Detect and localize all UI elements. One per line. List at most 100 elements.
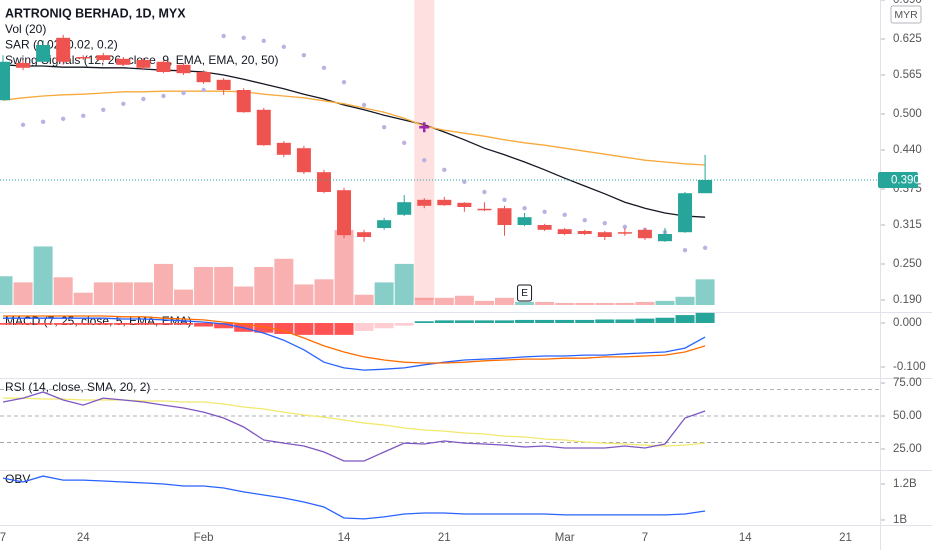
- currency[interactable]: MYR: [894, 9, 918, 21]
- sar-dot: [201, 87, 206, 93]
- x-tick-label: 14: [338, 532, 351, 544]
- moving-average: [2, 64, 706, 218]
- y-tick-label: 0.000: [893, 317, 922, 329]
- event-box: [517, 284, 533, 302]
- signal-highlight: [414, 0, 435, 300]
- candle-body: [176, 64, 191, 74]
- volume-bar: [314, 279, 334, 305]
- currency-box[interactable]: [890, 5, 922, 24]
- y-tick-label: 0.565: [893, 69, 922, 81]
- candle-body: [316, 172, 331, 192]
- volume-bar: [434, 297, 454, 305]
- sar-dot: [40, 119, 46, 125]
- sar-dot: [121, 101, 126, 107]
- y-tick-label: 0.250: [893, 258, 922, 270]
- y-tick-label: 75.00: [893, 377, 922, 389]
- sar-dot: [221, 33, 226, 39]
- volume-bar: [133, 282, 153, 305]
- macd-histogram-bar: [153, 323, 173, 325]
- sar-dot: [161, 93, 166, 99]
- volume-bar: [555, 302, 575, 305]
- candle-body: [698, 180, 713, 194]
- sar-dot: [321, 65, 327, 71]
- volume-bar: [214, 266, 234, 305]
- y-tick-label: 50.00: [893, 410, 922, 422]
- volume-bar: [33, 246, 53, 305]
- macd-histogram-bar: [595, 319, 615, 323]
- legend-item: RSI (14, close, SMA, 20, 2): [5, 380, 150, 394]
- volume-bar: [274, 258, 294, 305]
- volume-bar: [635, 301, 655, 305]
- sar-dot: [361, 102, 367, 108]
- candle-body: [617, 232, 632, 234]
- candle-body: [337, 190, 352, 236]
- candle-body: [497, 208, 512, 225]
- x-tick-label: Feb: [194, 532, 214, 544]
- sar-dot: [20, 122, 26, 128]
- volume-bar: [515, 301, 535, 305]
- macd-histogram-bar: [334, 323, 354, 335]
- candle-body: [597, 232, 612, 237]
- y-tick-label: 25.00: [893, 443, 922, 455]
- sar-dot: [562, 212, 567, 217]
- y-tick-label: 0.315: [893, 219, 922, 231]
- candle-body: [296, 148, 311, 173]
- macd-histogram-bar: [133, 323, 153, 325]
- y-tick-label: 0.625: [893, 33, 922, 45]
- candle-body: [156, 61, 171, 72]
- last-price-label: 0.390: [891, 175, 920, 187]
- volume-bar: [474, 300, 494, 305]
- legend-item: OBV: [5, 472, 30, 486]
- candle-body: [136, 60, 151, 68]
- sar-dot: [422, 158, 427, 163]
- macd-histogram-bar: [434, 320, 454, 323]
- volume-bar: [535, 301, 555, 305]
- y-tick-label: 0.500: [893, 108, 922, 120]
- macd-histogram-bar: [0, 323, 13, 325]
- macd-histogram-bar: [454, 320, 474, 323]
- macd-histogram-bar: [254, 323, 274, 333]
- candle-body: [657, 234, 672, 242]
- candle-body: [76, 57, 91, 59]
- y-tick-label: 0.190: [893, 294, 922, 306]
- macd-histogram-bar: [414, 321, 434, 323]
- volume-bar: [695, 279, 715, 305]
- macd-histogram-bar: [93, 323, 113, 325]
- macd-histogram-bar: [374, 323, 394, 329]
- candle-body: [256, 109, 271, 146]
- sar-dot: [482, 189, 487, 195]
- volume-bar: [655, 300, 675, 305]
- macd-histogram-bar: [695, 312, 715, 323]
- volume-bar: [575, 302, 595, 305]
- sar-dot: [702, 245, 708, 250]
- sar-dot: [582, 218, 587, 223]
- sar-dot: [341, 80, 347, 85]
- event-label: E: [521, 288, 528, 299]
- sar-dot: [60, 116, 66, 122]
- macd-line: [3, 317, 706, 371]
- candle-body: [16, 63, 31, 68]
- sar-dot: [281, 44, 287, 49]
- y-tick-label: 1.2B: [893, 478, 917, 490]
- macd-histogram-bar: [675, 315, 695, 323]
- macd-histogram-bar: [33, 323, 53, 325]
- macd-histogram-bar: [555, 319, 575, 323]
- volume-bar: [454, 295, 474, 305]
- candle-body: [216, 79, 231, 90]
- macd-histogram-bar: [294, 323, 314, 335]
- moving-average: [2, 90, 706, 166]
- macd-histogram-bar: [314, 323, 334, 335]
- y-tick-label: -0.100: [893, 361, 926, 373]
- x-tick-label: 24: [77, 532, 90, 544]
- volume-bar: [595, 302, 615, 305]
- sar-dot: [682, 248, 688, 253]
- macd-histogram-bar: [194, 323, 214, 327]
- candle-body: [417, 199, 432, 206]
- candle-body: [116, 58, 131, 65]
- candle-body: [196, 72, 211, 83]
- signal-cross: [419, 122, 430, 133]
- sar-dot: [502, 197, 507, 202]
- candle-body: [397, 202, 412, 215]
- sar-dot: [241, 35, 246, 40]
